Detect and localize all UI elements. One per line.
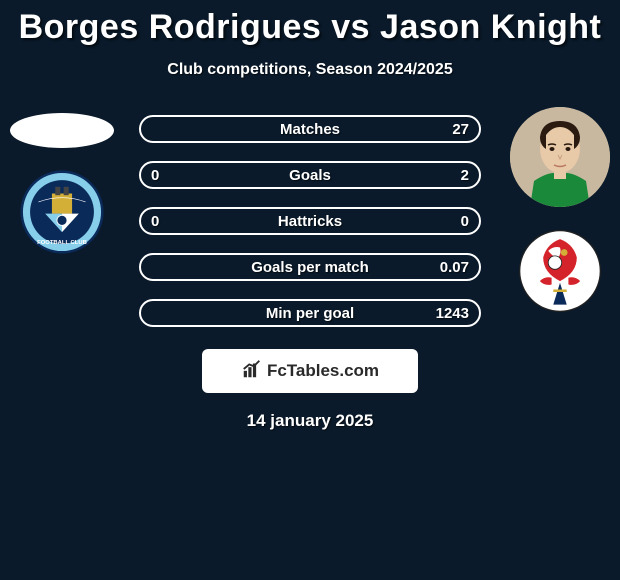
stat-left-value: 0: [151, 213, 159, 230]
stat-row-matches: Matches 27: [139, 115, 481, 143]
stat-label: Min per goal: [266, 305, 354, 322]
stat-label: Matches: [280, 121, 340, 138]
source-logo: FcTables.com: [202, 349, 418, 393]
stat-row-hattricks: 0 Hattricks 0: [139, 207, 481, 235]
stat-row-goals-per-match: Goals per match 0.07: [139, 253, 481, 281]
stat-right-value: 0.07: [440, 259, 469, 276]
stat-row-goals: 0 Goals 2: [139, 161, 481, 189]
player-left-avatar: [10, 113, 114, 148]
stat-label: Goals: [289, 167, 331, 184]
comparison-date: 14 january 2025: [0, 411, 620, 431]
page-title: Borges Rodrigues vs Jason Knight: [0, 0, 620, 47]
player-right-avatar: [510, 107, 610, 207]
stat-left-value: 0: [151, 167, 159, 184]
comparison-content: FOOTBALL CLUB: [0, 107, 620, 431]
right-player-column: [510, 107, 610, 313]
stat-right-value: 2: [461, 167, 469, 184]
stat-right-value: 1243: [436, 305, 469, 322]
stat-right-value: 27: [452, 121, 469, 138]
chart-icon: [241, 358, 263, 385]
stat-row-min-per-goal: Min per goal 1243: [139, 299, 481, 327]
left-player-column: FOOTBALL CLUB: [10, 107, 114, 254]
player-left-club-badge: FOOTBALL CLUB: [20, 170, 104, 254]
stat-label: Goals per match: [251, 259, 369, 276]
player-right-club-badge: [518, 229, 602, 313]
subtitle: Club competitions, Season 2024/2025: [0, 61, 620, 79]
stat-label: Hattricks: [278, 213, 342, 230]
stat-right-value: 0: [461, 213, 469, 230]
source-logo-text: FcTables.com: [267, 361, 379, 381]
svg-text:FOOTBALL CLUB: FOOTBALL CLUB: [37, 240, 87, 246]
